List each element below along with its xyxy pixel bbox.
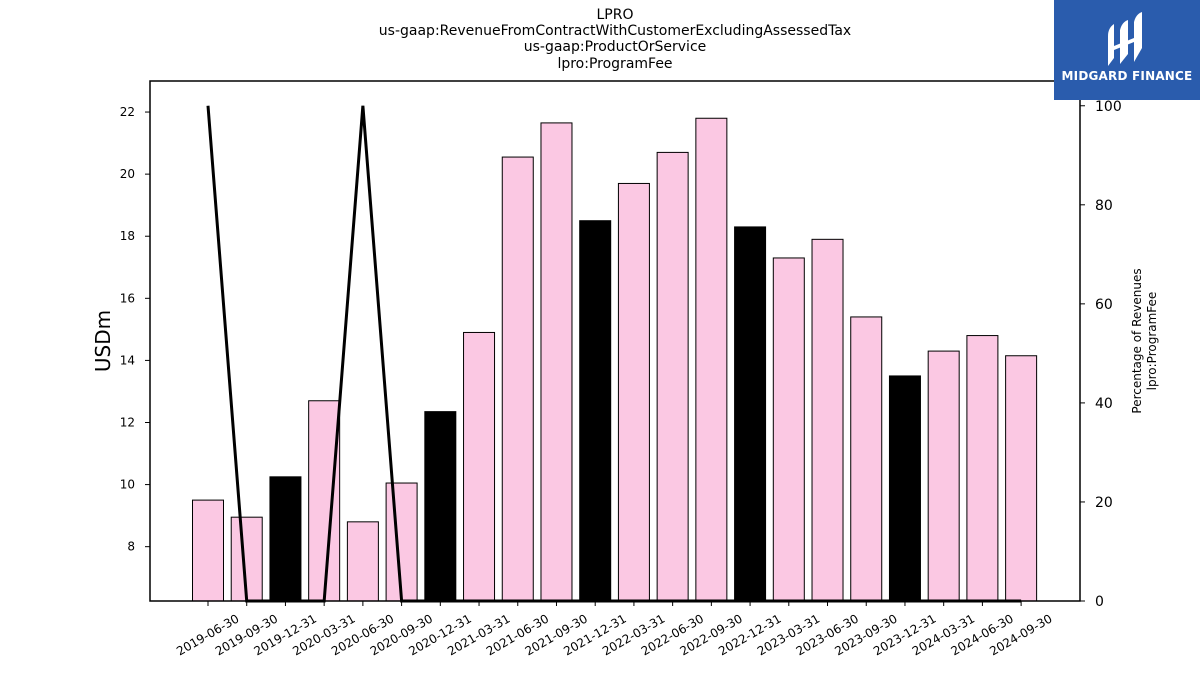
bar-2022-09-30 — [695, 117, 728, 602]
y2-tick-label: 60 — [1095, 297, 1113, 313]
y-tick-label: 8 — [127, 540, 135, 554]
y2-tick-label: 80 — [1095, 198, 1113, 214]
bar-2023-03-31 — [772, 257, 805, 602]
y-axis-label: USDm — [91, 310, 115, 372]
y2-axis: 0 20 40 60 80 100 — [1080, 99, 1122, 610]
y2-tick-label: 100 — [1095, 99, 1122, 115]
logo-text: MIDGARD FINANCE — [1061, 69, 1193, 83]
bar-2022-03-31 — [617, 182, 650, 602]
title-line-4: lpro:ProgramFee — [557, 56, 673, 72]
y-tick-label: 14 — [120, 353, 135, 367]
y2-axis-label-line-1: Percentage of Revenues — [1130, 268, 1144, 413]
bar-2020-03-31 — [308, 400, 341, 602]
y-tick-label: 18 — [120, 229, 135, 243]
bar-2021-03-31 — [463, 331, 496, 602]
midgard-logo-icon — [1108, 12, 1142, 66]
x-axis: 2019-06-302019-09-302019-12-312020-03-31… — [174, 601, 1055, 658]
y-tick-label: 12 — [120, 415, 135, 429]
bar-2019-12-31 — [269, 476, 302, 602]
bar-2020-09-30 — [385, 482, 418, 602]
bar-2023-12-31 — [888, 375, 921, 602]
brand-logo: MIDGARD FINANCE — [1054, 0, 1200, 100]
bars — [192, 117, 1038, 602]
bar-2020-06-30 — [346, 521, 379, 602]
y-tick-label: 16 — [120, 291, 135, 305]
bar-2022-12-31 — [734, 226, 767, 602]
bar-2019-06-30 — [192, 499, 224, 602]
y2-tick-label: 20 — [1095, 495, 1113, 511]
bar-2022-06-30 — [656, 151, 689, 602]
y-tick-label: 10 — [120, 478, 135, 492]
bar-2021-06-30 — [501, 156, 534, 602]
bar-2023-09-30 — [850, 316, 883, 602]
title-line-3: us-gaap:ProductOrService — [523, 39, 707, 55]
title-line-1: LPRO — [596, 7, 634, 23]
y-tick-label: 22 — [120, 105, 135, 119]
bar-2024-09-30 — [1005, 355, 1038, 602]
bar-2023-06-30 — [811, 238, 844, 602]
y2-axis-label-line-2: lpro:ProgramFee — [1145, 292, 1159, 391]
y-tick-label: 20 — [120, 167, 135, 181]
bar-2024-03-31 — [927, 350, 960, 602]
bar-2024-06-30 — [966, 335, 999, 602]
bar-2020-12-31 — [424, 411, 457, 602]
y-axis: 8 10 12 14 16 18 20 22 — [120, 105, 150, 554]
y2-tick-label: 40 — [1095, 396, 1113, 412]
title-line-2: us-gaap:RevenueFromContractWithCustomerE… — [378, 23, 852, 39]
bar-2021-12-31 — [579, 220, 612, 602]
bar-2021-09-30 — [540, 122, 573, 602]
y2-tick-label: 0 — [1095, 594, 1104, 610]
plot-frame — [149, 80, 1081, 602]
